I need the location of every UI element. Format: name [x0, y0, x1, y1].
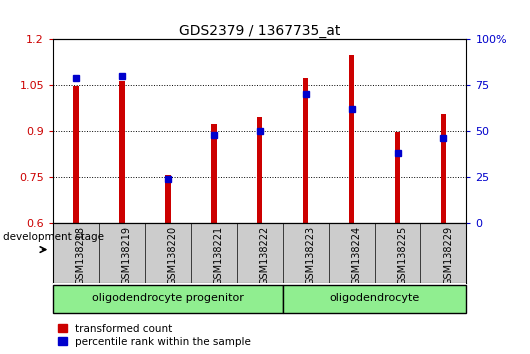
Text: GSM138218: GSM138218 [76, 226, 86, 285]
Text: GSM138224: GSM138224 [351, 226, 361, 285]
Title: GDS2379 / 1367735_at: GDS2379 / 1367735_at [179, 24, 340, 38]
Bar [211, 124, 217, 223]
Text: development stage: development stage [3, 232, 104, 242]
Text: GSM138222: GSM138222 [260, 226, 270, 285]
Text: GSM138229: GSM138229 [444, 226, 454, 285]
Bar [440, 114, 446, 223]
FancyBboxPatch shape [53, 285, 282, 314]
Bar [73, 86, 79, 223]
Bar [349, 55, 355, 223]
FancyBboxPatch shape [282, 285, 466, 314]
Legend: transformed count, percentile rank within the sample: transformed count, percentile rank withi… [58, 324, 251, 347]
Text: oligodendrocyte progenitor: oligodendrocyte progenitor [92, 293, 244, 303]
Bar [165, 175, 171, 223]
Bar [119, 81, 125, 223]
Bar [257, 117, 262, 223]
Text: GSM138221: GSM138221 [214, 226, 224, 285]
Text: GSM138220: GSM138220 [168, 226, 178, 285]
Bar [303, 78, 308, 223]
Text: GSM138223: GSM138223 [306, 226, 316, 285]
Text: GSM138219: GSM138219 [122, 226, 132, 285]
Text: GSM138225: GSM138225 [398, 226, 408, 285]
Bar [395, 132, 400, 223]
Text: oligodendrocyte: oligodendrocyte [330, 293, 420, 303]
